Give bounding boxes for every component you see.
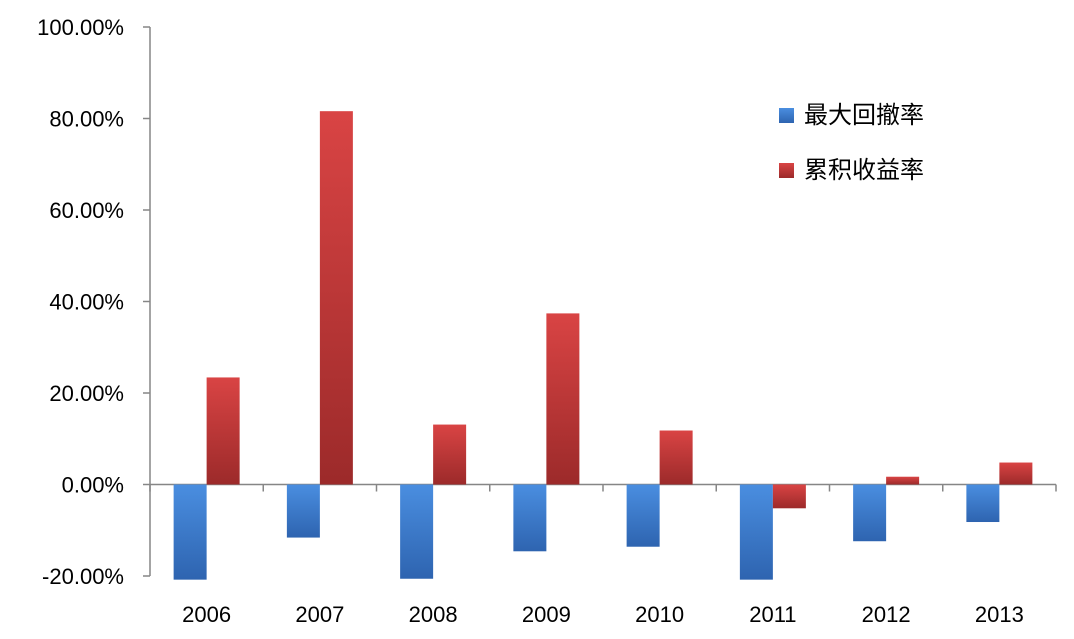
- legend-swatch: [779, 163, 794, 178]
- y-axis: 100.00% 80.00% 60.00% 40.00% 20.00% 0.00% -20.…: [37, 15, 151, 589]
- bar-series-2: [772, 484, 806, 509]
- x-tick-label: 2008: [409, 602, 458, 627]
- x-tick-label: 2012: [862, 602, 911, 627]
- legend-label: 累积收益率: [804, 156, 924, 184]
- bars: [173, 111, 1033, 580]
- x-tick-label: 2006: [182, 602, 231, 627]
- y-tick-label: 20.00%: [49, 381, 124, 406]
- y-tick-label: -20.00%: [42, 564, 124, 589]
- bar-series-1: [966, 484, 1000, 523]
- y-tick-label: 40.00%: [49, 290, 124, 315]
- x-tick-label: 2007: [295, 602, 344, 627]
- bar-series-2: [546, 313, 580, 485]
- y-tick-label: 100.00%: [37, 15, 124, 40]
- bar-series-2: [433, 424, 467, 485]
- y-tick-label: 80.00%: [49, 107, 124, 132]
- bar-series-1: [400, 484, 434, 579]
- bar-series-1: [513, 484, 547, 552]
- bar-series-2: [206, 377, 240, 485]
- bar-series-2: [999, 462, 1033, 485]
- y-tick-label: 0.00%: [62, 473, 124, 498]
- bar-series-2: [886, 476, 920, 485]
- legend-swatch: [779, 108, 794, 123]
- bar-series-1: [853, 484, 887, 542]
- bar-series-1: [286, 484, 320, 538]
- x-tick-label: 2013: [975, 602, 1024, 627]
- bar-series-1: [739, 484, 773, 580]
- legend-label: 最大回撤率: [804, 101, 924, 129]
- x-tick-label: 2010: [635, 602, 684, 627]
- bar-series-2: [319, 111, 353, 485]
- x-tick-label: 2011: [749, 602, 796, 627]
- bar-series-2: [659, 430, 693, 485]
- bar-series-1: [173, 484, 207, 580]
- x-tick-label: 2009: [522, 602, 571, 627]
- bar-series-1: [626, 484, 660, 547]
- x-axis: 2006 2007 2008 2009 2010 2011 2012 2013: [149, 483, 1057, 627]
- y-tick-label: 60.00%: [49, 198, 124, 223]
